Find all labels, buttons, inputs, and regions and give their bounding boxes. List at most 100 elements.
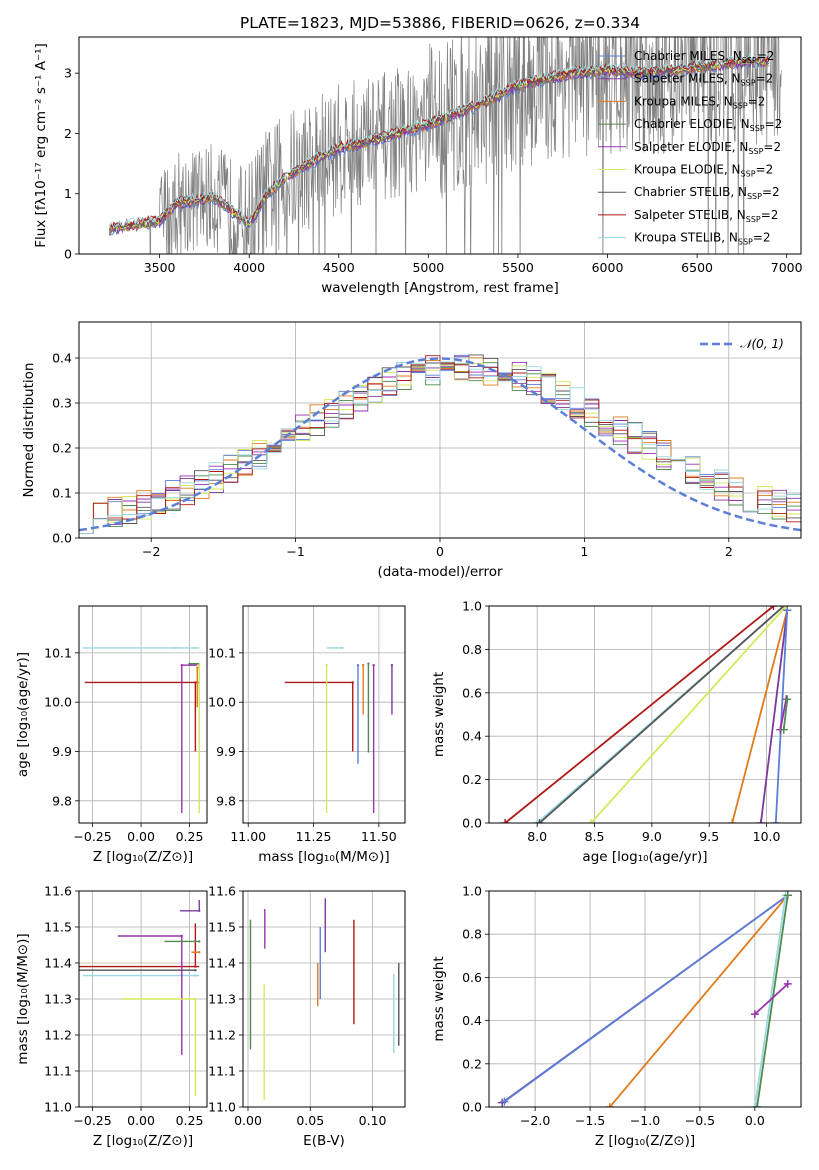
legend-entry: Salpeter MILES, NSSP=2 [634, 72, 773, 88]
data-point [174, 646, 178, 650]
mass-weight-marker [753, 1103, 762, 1107]
legend-subscript: SSP [733, 101, 748, 110]
spectrum-xtick-label: 4000 [233, 260, 265, 275]
mass_weight_vs_age-ytick-label: 0.0 [462, 816, 482, 831]
mass_vs_Z-ytick-label: 11.0 [44, 1100, 72, 1115]
model-spectrum-line [109, 52, 770, 229]
mass-weight-line [504, 606, 775, 823]
legend-subscript: SSP [738, 238, 753, 247]
mass_vs_Z-axes: −0.25 0.00 0.25 11.0 11.1 11.2 11.3 11.4 11.5 11.… [15, 884, 207, 1149]
legend-subscript: SSP [746, 215, 761, 224]
data-point [180, 663, 183, 667]
legend-suffix: =2 [761, 208, 779, 222]
mass-weight-marker [587, 819, 596, 823]
mass-weight-line [609, 894, 789, 1107]
data-point [390, 663, 394, 667]
residuals-ytick-label: 0.4 [52, 351, 72, 366]
data-point [194, 965, 197, 968]
mass_weight_vs_Z-ytick-label: 0.6 [462, 970, 482, 985]
mass-weight-marker [783, 891, 792, 900]
age_vs_mass-ytick-label: 10.1 [208, 645, 236, 660]
age_vs_mass-plot-area [284, 646, 394, 814]
mass-weight-marker [769, 606, 778, 610]
mass-weight-line [731, 610, 789, 823]
age_vs_mass-ytick-label: 10.0 [208, 695, 236, 710]
spectrum-ylabel: Flux [fλ10⁻¹⁷ erg cm⁻² s⁻¹ A⁻¹] [33, 43, 49, 248]
age_vs_Z-ylabel: age [log₁₀(age/yr)] [15, 652, 31, 777]
data-point [198, 940, 201, 943]
legend-suffix: =2 [762, 185, 780, 199]
data-point [351, 681, 354, 684]
spectrum-ytick-label: 3 [64, 66, 72, 81]
age_vs_Z-plot-area [82, 646, 201, 814]
plots-layer: 3500 4000 4500 5000 5500 6000 6500 7000 0 1 2 3 wave… [15, 36, 803, 1149]
legend-suffix: =2 [753, 231, 771, 245]
mass_weight_vs_Z-ytick-label: 0.2 [462, 1056, 482, 1071]
mass_weight_vs_age-xtick-label: 8.0 [527, 829, 547, 844]
mass_weight_vs_Z-xtick-label: −1.5 [575, 1113, 605, 1128]
age_vs_mass-xlabel: mass [log₁₀(M/M⊙)] [258, 849, 389, 865]
residuals-frame [78, 321, 802, 539]
mass_vs_Z-ytick-label: 11.5 [44, 920, 72, 935]
mass_vs_ebv-xlabel: E(B-V) [303, 1133, 345, 1149]
residuals-plot-area [79, 354, 801, 535]
legend-suffix: =2 [763, 140, 781, 154]
spectrum-xtick-label: 6500 [681, 260, 713, 275]
legend-suffix: =2 [757, 49, 775, 63]
mass_weight_vs_Z-xtick-label: −2.0 [520, 1113, 550, 1128]
mass_weight_vs_age-ytick-label: 0.2 [462, 772, 482, 787]
mass_vs_Z-ytick-label: 11.6 [44, 884, 72, 899]
data-point [198, 909, 201, 912]
mass_vs_Z-plot-area [79, 900, 201, 1097]
data-point [196, 666, 199, 669]
legend-subscript: SSP [741, 170, 756, 179]
spectrum-xtick-label: 4500 [323, 260, 355, 275]
spectrum-xlabel: wavelength [Angstrom, rest frame] [321, 280, 559, 296]
age_vs_Z-axes: −0.25 0.00 0.25 9.8 9.9 10.0 10.1 Z [log₁₀(Z/Z⊙… [15, 606, 207, 865]
legend-entry: Chabrier STELIB, NSSP=2 [634, 185, 780, 201]
legend-subscript: SSP [741, 79, 756, 88]
mass_vs_ebv-ytick-label: 11.2 [208, 1028, 236, 1043]
mass_vs_Z-xlabel: Z [log₁₀(Z/Z⊙)] [93, 1133, 193, 1149]
mass_weight_vs_age-plot-area [501, 606, 792, 823]
mass_vs_ebv-ytick-label: 11.1 [208, 1064, 236, 1079]
mass_weight_vs_age-xtick-label: 10.0 [753, 829, 781, 844]
data-point [198, 951, 201, 954]
data-point [194, 969, 197, 972]
mass-weight-line [756, 895, 789, 1107]
legend-subscript: SSP [747, 192, 762, 201]
data-point [372, 663, 375, 667]
mass_weight_vs_Z-axes: −2.0 −1.5 −1.0 −0.5 0.0 0.0 0.2 0.4 0.6 0.8 1.0 Z [… [431, 884, 801, 1149]
mass-weight-marker [771, 819, 780, 823]
mass-weight-line [760, 610, 789, 823]
spectrum-frame [78, 36, 802, 255]
residuals-ytick-label: 0.0 [52, 531, 72, 546]
mass_weight_vs_Z-xtick-label: 0.0 [745, 1113, 765, 1128]
legend-suffix: =2 [765, 117, 783, 131]
data-point [341, 646, 344, 650]
legend-entry: Kroupa MILES, NSSP=2 [634, 94, 765, 110]
mass_weight_vs_Z-xtick-label: −1.0 [630, 1113, 660, 1128]
legend-suffix: =2 [748, 94, 766, 108]
mass-weight-line [538, 606, 785, 823]
mass_weight_vs_age-axes: 8.0 8.5 9.0 9.5 10.0 0.0 0.2 0.4 0.6 0.8 1.0 age [l… [431, 599, 801, 865]
mass_weight_vs_age-ytick-label: 0.4 [462, 729, 482, 744]
residuals-axes: −2 −1 0 1 2 0.0 0.1 0.2 0.3 0.4 (data-model)/error… [21, 322, 801, 580]
mass_vs_Z-frame [78, 890, 208, 1108]
mass-weight-marker [779, 725, 788, 734]
legend-suffix: =2 [756, 72, 774, 86]
age_vs_mass-ytick-label: 9.8 [216, 793, 236, 808]
residuals-xtick-label: 1 [580, 544, 588, 559]
mass-weight-marker [605, 1103, 614, 1107]
figure-title: PLATE=1823, MJD=53886, FIBERID=0626, z=0… [240, 14, 640, 32]
mass-weight-marker [783, 979, 792, 988]
mass_vs_ebv-ytick-label: 11.5 [208, 920, 236, 935]
data-point [198, 663, 201, 667]
mass-weight-line [590, 606, 787, 823]
age_vs_Z-ytick-label: 9.9 [52, 744, 72, 759]
residuals-xlabel: (data-model)/error [377, 564, 503, 580]
mass_vs_Z-ylabel: mass [log₁₀(M/M⊙)] [15, 933, 31, 1064]
mass_weight_vs_age-ytick-label: 1.0 [462, 599, 482, 614]
mass-weight-line [774, 610, 789, 823]
mass-weight-marker [783, 695, 792, 704]
